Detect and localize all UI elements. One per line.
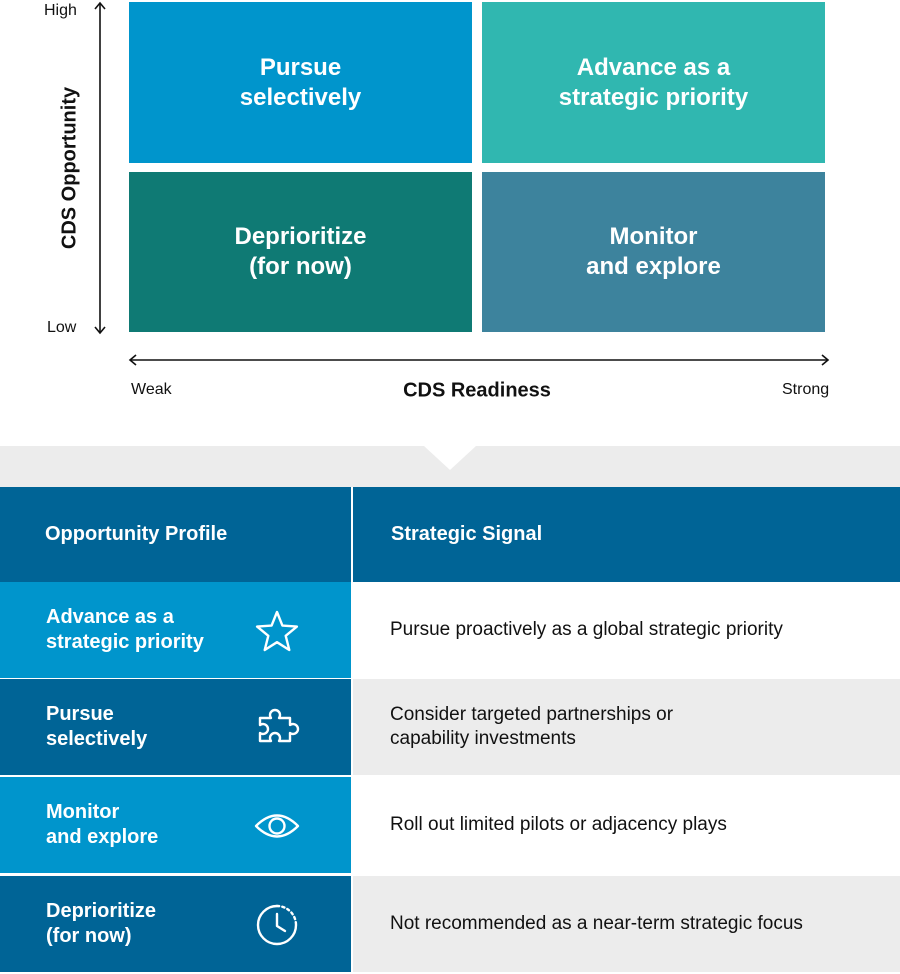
signal-cell: Roll out limited pilots or adjacency pla… <box>353 777 900 873</box>
x-axis-strong-label: Strong <box>782 381 830 398</box>
puzzle-icon <box>258 708 300 743</box>
profile-cell: Pursue selectively <box>0 679 351 775</box>
x-axis-arrow <box>128 354 830 366</box>
signal-cell: Not recommended as a near-term strategic… <box>353 876 900 972</box>
profile-cell: Monitor and explore <box>0 777 351 873</box>
eye-icon <box>254 814 300 838</box>
table-row: Monitor and explore Roll out limited pilo… <box>0 777 900 873</box>
quadrant-monitor-explore: Monitor and explore <box>482 172 825 332</box>
signal-cell: Consider targeted partnerships or capabil… <box>353 679 900 775</box>
star-icon <box>255 610 299 652</box>
table-row: Pursue selectively Consider targeted part… <box>0 679 900 775</box>
quadrant-deprioritize: Deprioritize (for now) <box>129 172 472 332</box>
quadrant-advance-strategic-priority: Advance as a strategic priority <box>482 2 825 163</box>
signal-cell: Pursue proactively as a global strategic… <box>353 582 900 678</box>
x-axis-title: CDS Readiness <box>403 379 551 402</box>
y-axis-arrow <box>94 1 106 335</box>
profile-cell: Advance as a strategic priority <box>0 582 351 678</box>
y-axis-low-label: Low <box>47 319 77 336</box>
table-row: Deprioritize (for now) Not recommended as… <box>0 876 900 972</box>
down-pointer <box>424 446 476 470</box>
header-opportunity-profile: Opportunity Profile <box>0 487 351 582</box>
clock-icon <box>256 904 298 946</box>
profile-cell: Deprioritize (for now) <box>0 876 351 972</box>
table-row: Advance as a strategic priority Pursue pr… <box>0 582 900 678</box>
y-axis-title: CDS Opportunity <box>58 86 81 250</box>
header-strategic-signal: Strategic Signal <box>353 487 900 582</box>
y-axis-high-label: High <box>44 2 77 19</box>
x-axis-weak-label: Weak <box>131 381 172 398</box>
quadrant-pursue-selectively: Pursue selectively <box>129 2 472 163</box>
